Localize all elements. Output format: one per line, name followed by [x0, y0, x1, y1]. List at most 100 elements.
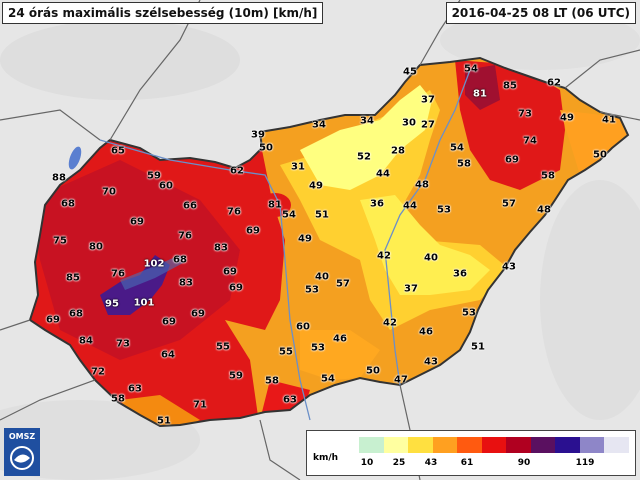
- omsz-logo: OMSZ: [4, 428, 40, 476]
- station-value: 62: [230, 165, 244, 177]
- station-value: 84: [79, 335, 93, 347]
- station-value: 40: [424, 252, 438, 264]
- station-value: 66: [183, 200, 197, 212]
- station-value: 76: [111, 268, 125, 280]
- lake-neusiedl: [68, 146, 82, 170]
- station-value: 73: [518, 108, 532, 120]
- legend-color-swatch: [359, 437, 384, 453]
- station-value: 76: [227, 206, 241, 218]
- legend-color-swatch: [408, 437, 433, 453]
- station-value: 47: [394, 374, 408, 386]
- station-value: 68: [173, 254, 187, 266]
- station-value: 50: [259, 142, 273, 154]
- station-value: 36: [370, 198, 384, 210]
- legend-color-swatch: [555, 437, 580, 453]
- station-value: 51: [471, 341, 485, 353]
- station-value: 54: [464, 63, 478, 75]
- station-value: 69: [130, 216, 144, 228]
- station-value: 58: [111, 393, 125, 405]
- station-value: 37: [404, 283, 418, 295]
- station-value: 28: [391, 145, 405, 157]
- station-value: 53: [437, 204, 451, 216]
- station-value: 34: [312, 119, 326, 131]
- station-value: 60: [296, 321, 310, 333]
- station-value: 69: [246, 225, 260, 237]
- station-value: 85: [503, 80, 517, 92]
- legend-color-swatch: [604, 437, 630, 453]
- station-value: 51: [315, 209, 329, 221]
- station-value: 69: [162, 316, 176, 328]
- station-value: 57: [502, 198, 516, 210]
- station-value: 68: [69, 308, 83, 320]
- legend-color-swatch: [481, 437, 507, 453]
- legend-color-swatch: [506, 437, 531, 453]
- station-value: 68: [61, 198, 75, 210]
- station-value: 40: [315, 271, 329, 283]
- station-value: 44: [376, 168, 390, 180]
- station-value: 41: [602, 114, 616, 126]
- station-value: 63: [128, 383, 142, 395]
- station-value: 46: [333, 333, 347, 345]
- station-value: 50: [366, 365, 380, 377]
- station-value: 83: [214, 242, 228, 254]
- legend-color-swatch: [432, 437, 458, 453]
- legend-unit: km/h: [313, 453, 339, 463]
- station-value: 95: [105, 298, 119, 310]
- station-value: 81: [268, 199, 282, 211]
- station-value: 46: [419, 326, 433, 338]
- station-value: 65: [111, 145, 125, 157]
- station-value: 64: [161, 349, 175, 361]
- station-value: 51: [157, 415, 171, 427]
- station-value: 55: [216, 341, 230, 353]
- station-value: 49: [298, 233, 312, 245]
- station-value: 50: [593, 149, 607, 161]
- station-value: 69: [191, 308, 205, 320]
- station-value: 69: [46, 314, 60, 326]
- station-value: 55: [279, 346, 293, 358]
- legend-color-swatch: [383, 437, 409, 453]
- station-value: 54: [282, 209, 296, 221]
- station-value: 36: [453, 268, 467, 280]
- station-value: 43: [424, 356, 438, 368]
- station-value: 30: [402, 117, 416, 129]
- svg-text:OMSZ: OMSZ: [9, 432, 36, 441]
- station-value: 45: [403, 66, 417, 78]
- station-value: 60: [159, 180, 173, 192]
- legend-color-swatch: [457, 437, 482, 453]
- station-value: 74: [523, 135, 537, 147]
- station-value: 85: [66, 272, 80, 284]
- station-value: 88: [52, 172, 66, 184]
- station-value: 71: [193, 399, 207, 411]
- legend-tick-label: 119: [575, 458, 595, 468]
- station-value: 80: [89, 241, 103, 253]
- station-value: 69: [505, 154, 519, 166]
- lake-balaton: [120, 255, 185, 290]
- station-value: 73: [116, 338, 130, 350]
- legend-tick-label: 90: [517, 458, 531, 468]
- station-value: 59: [147, 170, 161, 182]
- legend-color-swatch: [530, 437, 556, 453]
- station-value: 69: [229, 282, 243, 294]
- legend-tick-label: 10: [360, 458, 374, 468]
- map-datetime: 2016-04-25 08 LT (06 UTC): [445, 2, 636, 24]
- station-value: 53: [462, 307, 476, 319]
- station-value: 53: [311, 342, 325, 354]
- station-value: 76: [178, 230, 192, 242]
- station-value: 63: [283, 394, 297, 406]
- station-value: 59: [229, 370, 243, 382]
- legend-color-swatch: [579, 437, 605, 453]
- station-value: 44: [403, 200, 417, 212]
- station-value: 54: [450, 142, 464, 154]
- country-border: [28, 56, 630, 428]
- station-value: 57: [336, 278, 350, 290]
- station-value: 52: [357, 151, 371, 163]
- station-value: 49: [560, 112, 574, 124]
- station-value: 48: [537, 204, 551, 216]
- station-value: 83: [179, 277, 193, 289]
- station-value: 102: [143, 258, 165, 270]
- station-value: 58: [265, 375, 279, 387]
- station-value: 27: [421, 119, 435, 131]
- station-value: 62: [547, 77, 561, 89]
- station-value: 43: [502, 261, 516, 273]
